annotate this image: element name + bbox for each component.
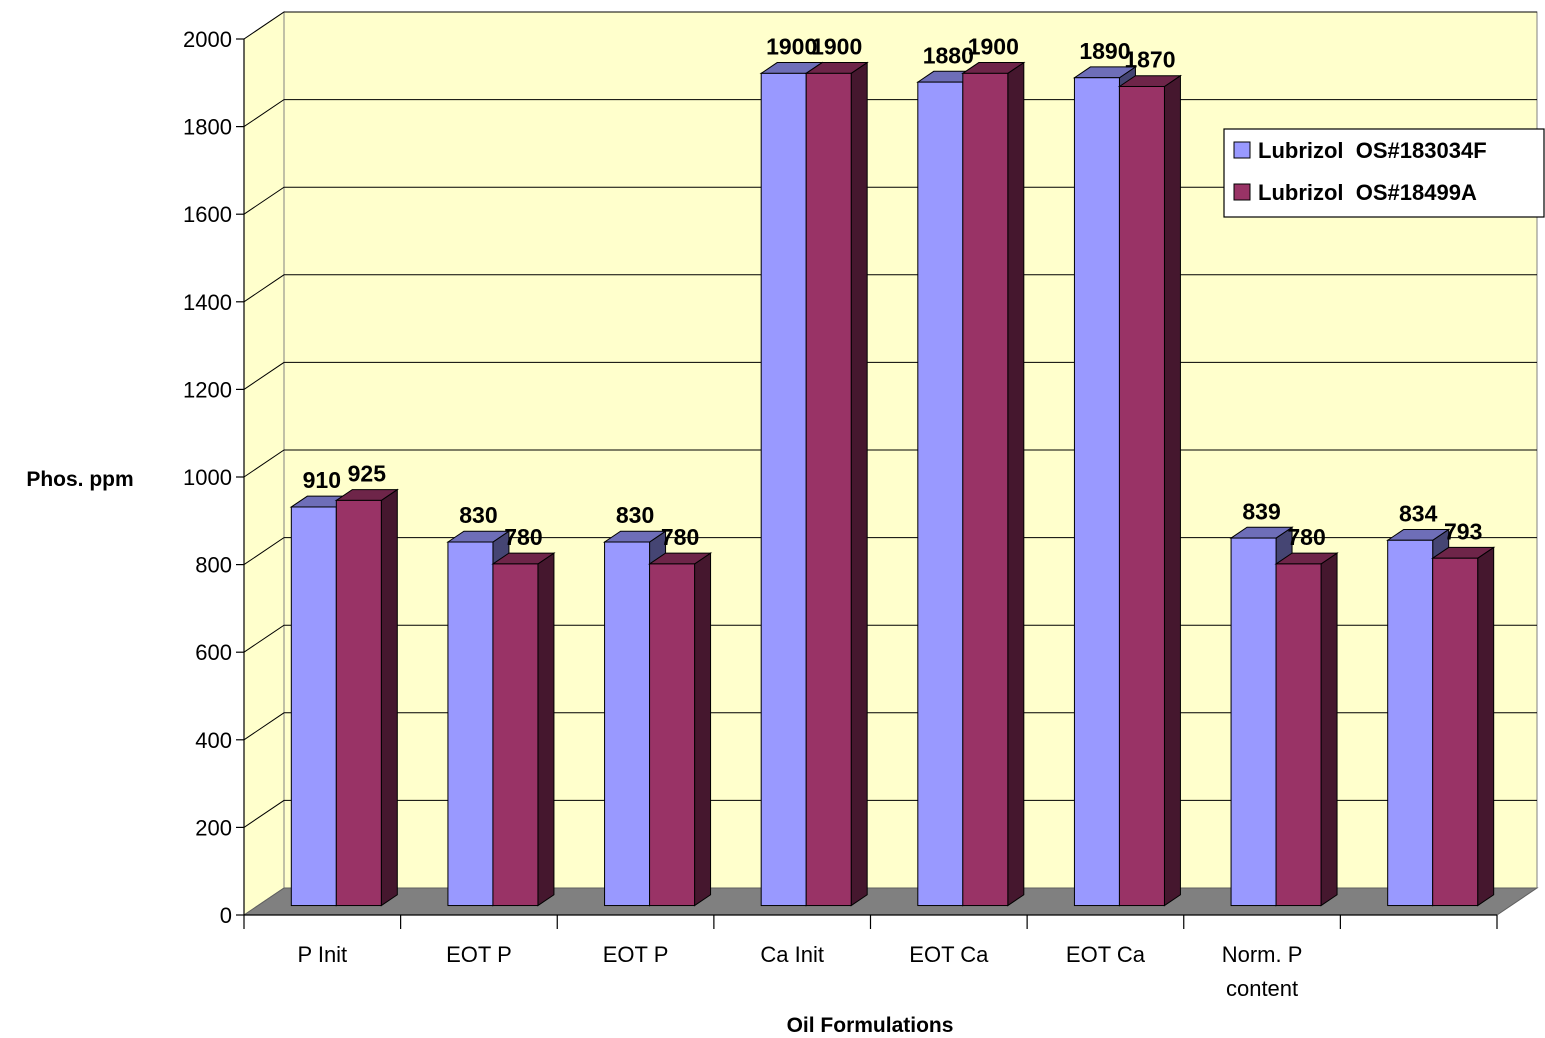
data-label: 780 [504, 524, 542, 550]
x-axis: P Init EOT P EOT P Ca Init EOT Ca EOT Ca Norm.… [243, 914, 1498, 1001]
bar [804, 61, 869, 907]
legend-label: Lubrizol OS#18499A [1258, 180, 1477, 205]
x-tick-label: EOT P [603, 942, 669, 967]
bar [961, 61, 1026, 907]
bar-front [604, 541, 651, 907]
y-axis-label: Phos. ppm [26, 468, 133, 491]
bar-side [850, 61, 868, 907]
data-label: 1880 [923, 42, 974, 68]
bar-front [1275, 563, 1322, 907]
bars [289, 61, 1496, 907]
data-label: 1900 [766, 34, 817, 60]
y-tick-label: 800 [195, 553, 232, 578]
legend-swatch [1233, 183, 1251, 201]
y-tick-label: 0 [220, 903, 232, 928]
x-tick-label: EOT P [446, 942, 512, 967]
bar-front [805, 72, 852, 907]
legend-box [1223, 128, 1545, 218]
bar-front [1118, 85, 1165, 907]
floor [242, 887, 1539, 916]
x-tick-label: EOT Ca [1066, 942, 1146, 967]
data-label: 1900 [968, 34, 1019, 60]
data-label: 830 [459, 502, 497, 528]
bar-side [537, 552, 555, 907]
data-label: 1900 [811, 34, 862, 60]
bar-front [492, 563, 539, 907]
bar-front [335, 499, 382, 907]
legend-label: Lubrizol OS#183034F [1258, 138, 1487, 163]
bar-front [1230, 537, 1277, 907]
bar-side [380, 488, 398, 907]
bar [647, 552, 713, 907]
y-tick-label: 2000 [183, 27, 232, 52]
legend: Lubrizol OS#183034F Lubrizol OS#18499A [1223, 128, 1545, 218]
data-label: 780 [1287, 524, 1325, 550]
data-label: 830 [616, 502, 654, 528]
data-label: 834 [1399, 500, 1438, 526]
y-tick-label: 1200 [183, 377, 232, 402]
x-tick-label: Ca Init [760, 942, 824, 967]
data-label: 793 [1444, 518, 1482, 544]
x-tick-label: P Init [297, 942, 347, 967]
bar-front [760, 72, 807, 907]
y-tick-label: 1800 [183, 115, 232, 140]
data-label: 780 [661, 524, 699, 550]
bar-front [1073, 77, 1120, 907]
bar-side [1007, 61, 1025, 907]
y-tick-label: 1000 [183, 465, 232, 490]
bar-side [1163, 74, 1181, 907]
bar-front [447, 541, 494, 907]
bar-side [694, 552, 712, 907]
y-tick-label: 600 [195, 640, 232, 665]
chart-floor [242, 887, 1539, 916]
y-tick-label: 400 [195, 728, 232, 753]
bar-side [1477, 546, 1495, 907]
bar-front [649, 563, 696, 907]
x-axis-label: Oil Formulations [787, 1014, 954, 1037]
gridline [243, 11, 1537, 40]
bar-front [1432, 557, 1479, 907]
bar-front [917, 81, 964, 907]
data-label: 925 [348, 461, 387, 487]
bar-front [290, 506, 337, 907]
bar [491, 552, 556, 907]
bar-front [1387, 539, 1434, 907]
x-tick-label: EOT Ca [909, 942, 989, 967]
bar [334, 488, 399, 907]
data-label: 910 [303, 467, 341, 493]
data-label: 1890 [1079, 38, 1130, 64]
data-label: 839 [1242, 498, 1280, 524]
y-axis: 0 200 400 600 800 1000 1200 1400 1600 1800 2000 [183, 27, 245, 928]
bar [1274, 552, 1339, 907]
bar [1431, 546, 1496, 907]
y-tick-label: 1600 [183, 202, 232, 227]
y-tick-label: 1400 [183, 290, 232, 315]
bar-side [1320, 552, 1338, 907]
y-tick-label: 200 [195, 815, 232, 840]
bar [1117, 74, 1183, 907]
data-label: 1870 [1124, 47, 1175, 73]
legend-swatch [1233, 141, 1251, 159]
bar-front [962, 72, 1009, 907]
